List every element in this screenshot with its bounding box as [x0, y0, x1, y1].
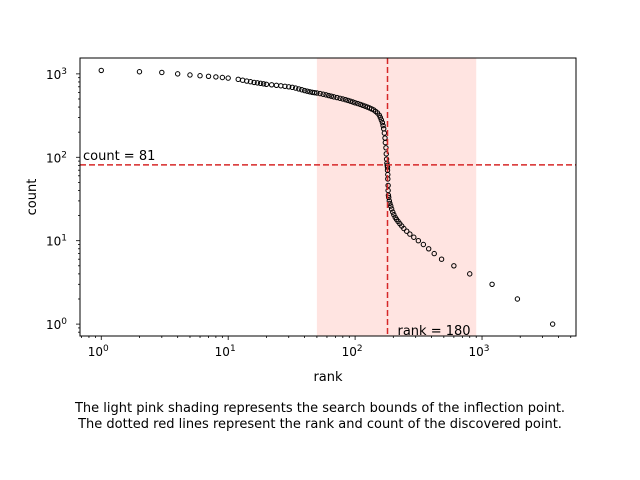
x-ticks: 100 101 102 103	[81, 336, 572, 359]
data-point	[404, 228, 410, 234]
data-point	[378, 117, 385, 123]
data-point	[431, 250, 437, 257]
x-tick-label: 102	[342, 344, 363, 359]
y-tick-label: 103	[46, 67, 67, 82]
data-point	[420, 241, 427, 248]
data-point	[292, 85, 299, 91]
data-point	[388, 203, 394, 209]
data-point	[355, 100, 361, 107]
data-point	[377, 114, 384, 121]
data-point	[401, 225, 407, 232]
data-point	[385, 192, 392, 199]
data-point	[260, 81, 267, 87]
data-point	[379, 119, 386, 126]
data-point	[334, 94, 340, 101]
chart: 100 101 102 103 100 101 102 103 rank count cou…	[25, 57, 577, 385]
caption-line-1: The light pink shading represents the se…	[74, 401, 566, 416]
data-point	[549, 321, 556, 327]
x-tick-label: 100	[88, 344, 109, 359]
data-point	[357, 101, 364, 108]
data-point	[489, 281, 495, 287]
x-tick-label: 101	[215, 344, 236, 359]
data-point	[388, 206, 395, 212]
data-point	[390, 209, 396, 215]
data-point	[438, 256, 445, 262]
data-point	[98, 67, 104, 74]
data-point	[391, 211, 397, 218]
y-tick-label: 100	[46, 317, 67, 332]
data-point	[197, 73, 203, 79]
data-point	[314, 90, 320, 96]
data-point	[317, 90, 323, 97]
data-point	[286, 84, 292, 90]
data-point	[386, 198, 393, 204]
data-point	[273, 82, 280, 88]
data-point	[235, 76, 241, 83]
data-point	[360, 102, 366, 109]
data-point	[345, 97, 351, 104]
data-point	[323, 92, 329, 98]
data-point	[380, 122, 386, 129]
count-annotation: count = 81	[83, 149, 155, 164]
data-point	[247, 79, 254, 85]
data-point	[244, 78, 250, 84]
data-point	[187, 72, 193, 78]
x-axis-label: rank	[313, 370, 343, 385]
data-points-layer	[98, 67, 556, 327]
data-point	[225, 75, 231, 81]
data-point	[383, 151, 389, 157]
data-point	[257, 80, 264, 87]
data-point	[268, 82, 275, 88]
data-point	[320, 91, 326, 97]
data-point	[347, 98, 354, 104]
data-point	[254, 80, 261, 86]
data-point	[304, 88, 310, 94]
search-bounds-shading	[316, 58, 477, 336]
data-point	[328, 93, 335, 99]
plot-frame	[79, 57, 577, 337]
data-point	[352, 100, 358, 106]
data-point	[296, 86, 302, 92]
data-point	[301, 87, 308, 94]
data-point	[174, 71, 181, 77]
data-point	[425, 246, 432, 252]
y-ticks: 100 101 102 103	[46, 67, 80, 333]
data-point	[451, 263, 457, 269]
reference-lines-layer	[80, 58, 576, 336]
data-point	[282, 83, 288, 89]
data-point	[159, 69, 165, 76]
data-point	[263, 81, 270, 88]
data-point	[219, 74, 226, 81]
data-point	[411, 234, 417, 240]
data-point	[136, 69, 143, 75]
search-bounds-layer	[316, 58, 477, 336]
data-point	[299, 87, 305, 93]
caption-line-2: The dotted red lines represent the rank …	[78, 417, 562, 432]
y-tick-label: 101	[46, 234, 67, 249]
y-axis-label: count	[25, 179, 40, 216]
data-point	[289, 84, 295, 91]
data-point	[415, 237, 422, 244]
data-point	[311, 89, 318, 96]
data-point	[381, 130, 388, 136]
data-point	[307, 89, 313, 95]
rank-annotation: rank = 180	[398, 324, 471, 339]
data-point	[340, 96, 346, 102]
data-point	[337, 95, 343, 101]
data-point	[342, 97, 349, 103]
data-point	[407, 231, 413, 237]
data-point	[326, 92, 332, 99]
data-point	[514, 296, 521, 302]
data-point	[331, 94, 337, 100]
data-point	[386, 194, 392, 201]
x-tick-label: 103	[469, 344, 490, 359]
data-point	[213, 74, 219, 80]
data-point	[251, 79, 257, 86]
data-point	[205, 73, 212, 80]
y-tick-label: 102	[46, 150, 67, 165]
data-point	[383, 145, 389, 151]
data-point	[467, 271, 473, 277]
